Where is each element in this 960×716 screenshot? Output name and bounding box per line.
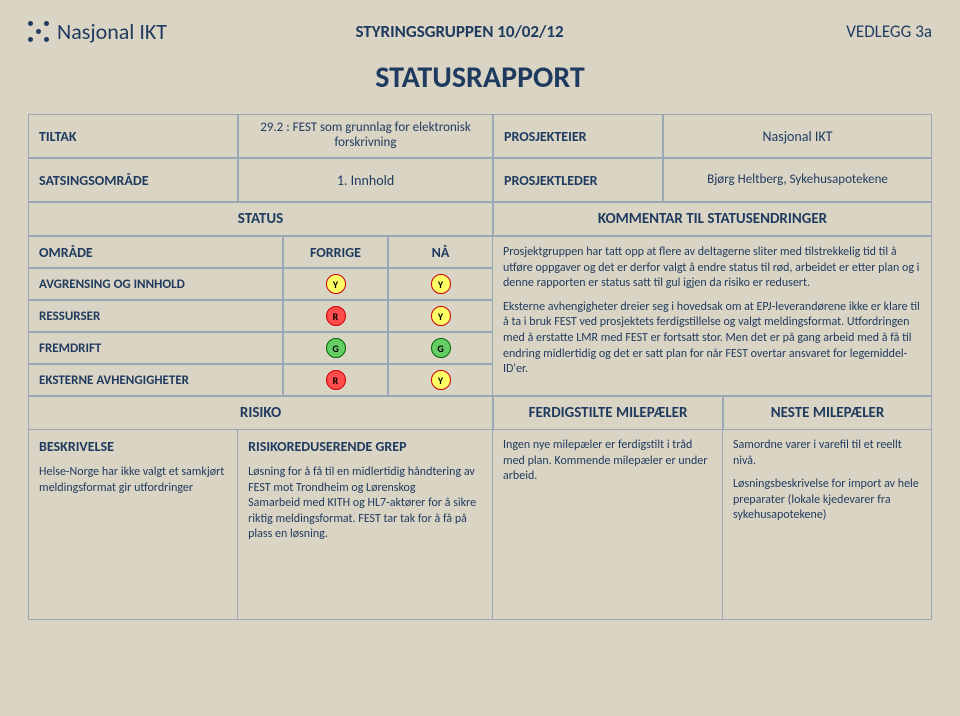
- header: Nasjonal IKT STYRINGSGRUPPEN 10/02/12 VE…: [28, 18, 932, 45]
- status-header-row: STATUS KOMMENTAR TIL STATUSENDRINGER: [28, 202, 932, 236]
- na-header: NÅ: [388, 236, 493, 268]
- status-prev-cell: R: [283, 364, 388, 396]
- meta-table: TILTAK 29.2 : FEST som grunnlag for elek…: [28, 114, 932, 202]
- status-area-label: EKSTERNE AVHENGIGHETER: [28, 364, 283, 396]
- status-prev-cell: Y: [283, 268, 388, 300]
- omrade-header: OMRÅDE: [28, 236, 283, 268]
- status-area-label: FREMDRIFT: [28, 332, 283, 364]
- report-title: STATUSRAPPORT: [28, 59, 932, 96]
- forrige-header: FORRIGE: [283, 236, 388, 268]
- grep-col: RISIKOREDUSERENDE GREP Løsning for å få …: [238, 430, 492, 619]
- status-table: OMRÅDE FORRIGE NÅ AVGRENSING OG INNHOLD Y…: [28, 236, 493, 396]
- status-dot-icon: R: [326, 306, 346, 326]
- status-now-cell: Y: [388, 300, 493, 332]
- status-comment-p1: Prosjektgruppen har tatt opp at flere av…: [503, 245, 921, 292]
- tiltak-value: 29.2 : FEST som grunnlag for elektronisk…: [238, 114, 493, 158]
- beskrivelse-label: BESKRIVELSE: [39, 438, 227, 455]
- status-area-label: RESSURSER: [28, 300, 283, 332]
- status-dot-icon: Y: [326, 274, 346, 294]
- tiltak-label: TILTAK: [28, 114, 238, 158]
- satsingsomrade-label: SATSINGSOMRÅDE: [28, 158, 238, 202]
- status-header: STATUS: [28, 202, 493, 236]
- grep-text: Løsning for å få til en midlertidig hånd…: [248, 465, 482, 543]
- neste-p2: Løsningsbeskrivelse for import av hele p…: [733, 477, 921, 524]
- status-dot-icon: Y: [431, 370, 451, 390]
- prosjekteier-value: Nasjonal IKT: [663, 114, 932, 158]
- status-dot-icon: R: [326, 370, 346, 390]
- logo-dots-icon: [28, 21, 49, 42]
- status-report-page: Nasjonal IKT STYRINGSGRUPPEN 10/02/12 VE…: [0, 0, 960, 716]
- status-row: FREMDRIFT G G: [28, 332, 493, 364]
- status-now-cell: G: [388, 332, 493, 364]
- status-dot-icon: Y: [431, 306, 451, 326]
- status-prev-cell: G: [283, 332, 388, 364]
- beskrivelse-col: BESKRIVELSE Helse-Norge har ikke valgt e…: [29, 430, 238, 619]
- risiko-block: BESKRIVELSE Helse-Norge har ikke valgt e…: [28, 430, 493, 620]
- neste-header: NESTE MILEPÆLER: [723, 396, 932, 430]
- ferdigstilte-header: FERDIGSTILTE MILEPÆLER: [493, 396, 723, 430]
- status-dot-icon: Y: [431, 274, 451, 294]
- lower-header-row: RISIKO FERDIGSTILTE MILEPÆLER NESTE MILE…: [28, 396, 932, 430]
- status-area-label: AVGRENSING OG INNHOLD: [28, 268, 283, 300]
- beskrivelse-text: Helse-Norge har ikke valgt et samkjørt m…: [39, 465, 227, 496]
- ferdigstilte-text: Ingen nye milepæler er ferdigstilt i trå…: [493, 430, 723, 620]
- grep-label: RISIKOREDUSERENDE GREP: [248, 438, 482, 455]
- risiko-header: RISIKO: [28, 396, 493, 430]
- status-row: RESSURSER R Y: [28, 300, 493, 332]
- neste-p1: Samordne varer i varefil til et reellt n…: [733, 438, 921, 469]
- kommentar-header: KOMMENTAR TIL STATUSENDRINGER: [493, 202, 932, 236]
- status-dot-icon: G: [326, 338, 346, 358]
- header-vedlegg: VEDLEGG 3a: [752, 21, 932, 42]
- lower-body: BESKRIVELSE Helse-Norge har ikke valgt e…: [28, 430, 932, 620]
- prosjektleder-value: Bjørg Heltberg, Sykehusapotekene: [663, 158, 932, 202]
- status-row: AVGRENSING OG INNHOLD Y Y: [28, 268, 493, 300]
- neste-text: Samordne varer i varefil til et reellt n…: [723, 430, 932, 620]
- status-comment: Prosjektgruppen har tatt opp at flere av…: [493, 236, 932, 396]
- header-center-title: STYRINGSGRUPPEN 10/02/12: [167, 21, 752, 42]
- status-prev-cell: R: [283, 300, 388, 332]
- status-dot-icon: G: [431, 338, 451, 358]
- prosjektleder-label: PROSJEKTLEDER: [493, 158, 663, 202]
- prosjekteier-label: PROSJEKTEIER: [493, 114, 663, 158]
- status-row: EKSTERNE AVHENGIGHETER R Y: [28, 364, 493, 396]
- status-body: OMRÅDE FORRIGE NÅ AVGRENSING OG INNHOLD Y…: [28, 236, 932, 396]
- status-comment-p2: Eksterne avhengigheter dreier seg i hove…: [503, 300, 921, 378]
- ferdigstilte-p: Ingen nye milepæler er ferdigstilt i trå…: [503, 438, 712, 485]
- status-now-cell: Y: [388, 268, 493, 300]
- status-now-cell: Y: [388, 364, 493, 396]
- logo-text: Nasjonal IKT: [57, 18, 167, 45]
- logo: Nasjonal IKT: [28, 18, 167, 45]
- satsingsomrade-value: 1. Innhold: [238, 158, 493, 202]
